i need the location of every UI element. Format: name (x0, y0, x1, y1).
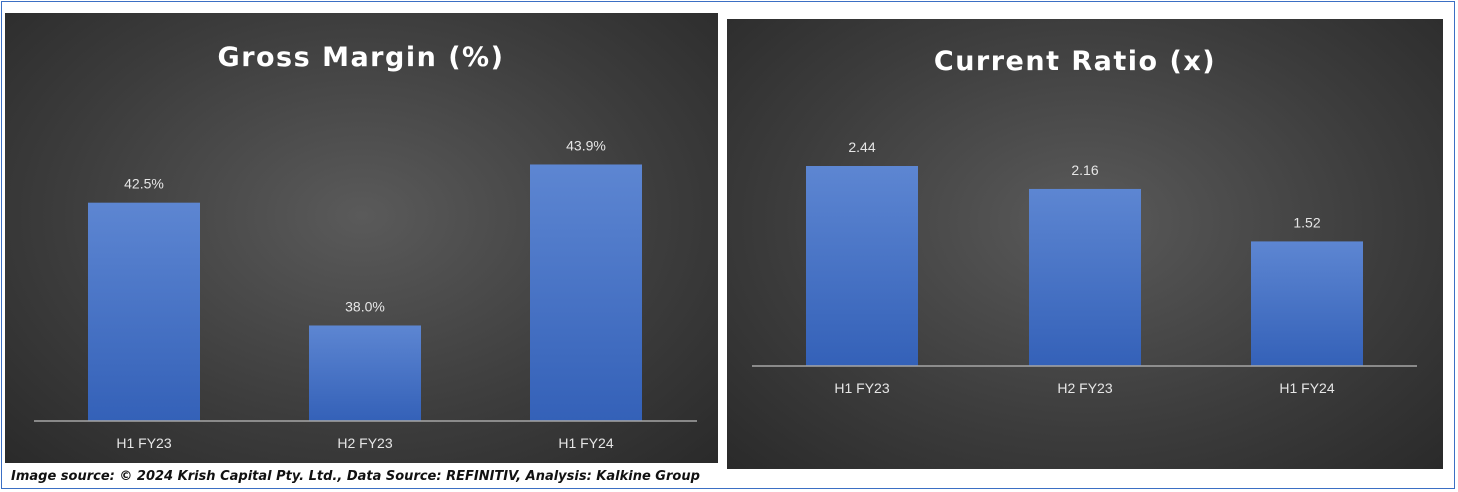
bar-h1-fy24 (530, 164, 642, 422)
chart-title: Current Ratio (x) (934, 46, 1216, 77)
gross-margin-chart-svg: Gross Margin (%) 42.5% H1 FY23 38.0% H2 FY2… (34, 42, 697, 451)
data-label: 2.44 (848, 139, 875, 155)
data-label: 42.5% (124, 176, 164, 192)
x-tick-label: H1 FY24 (1279, 380, 1334, 396)
x-tick-label: H1 FY23 (116, 435, 171, 451)
current-ratio-chart-svg: Current Ratio (x) 2.44 H1 FY23 2.16 H2 FY23… (752, 46, 1417, 396)
data-label: 2.16 (1071, 162, 1098, 178)
bar-h1-fy24 (1251, 241, 1363, 366)
gross-margin-chart: Gross Margin (%) 42.5% H1 FY23 38.0% H2 FY2… (5, 13, 718, 463)
x-tick-label: H1 FY24 (558, 435, 613, 451)
bar-h1-fy23 (88, 202, 200, 421)
bar-h2-fy23 (1029, 188, 1141, 366)
current-ratio-chart: Current Ratio (x) 2.44 H1 FY23 2.16 H2 FY23… (727, 19, 1443, 469)
chart-title: Gross Margin (%) (218, 42, 505, 73)
bar-h1-fy23 (806, 166, 918, 366)
data-label: 1.52 (1293, 214, 1320, 230)
image-source-caption: Image source: © 2024 Krish Capital Pty. … (11, 469, 700, 484)
x-tick-label: H2 FY23 (337, 435, 392, 451)
bar-h2-fy23 (309, 325, 421, 421)
data-label: 38.0% (345, 298, 385, 314)
x-tick-label: H2 FY23 (1057, 380, 1112, 396)
x-tick-label: H1 FY23 (834, 380, 889, 396)
data-label: 43.9% (566, 137, 606, 153)
